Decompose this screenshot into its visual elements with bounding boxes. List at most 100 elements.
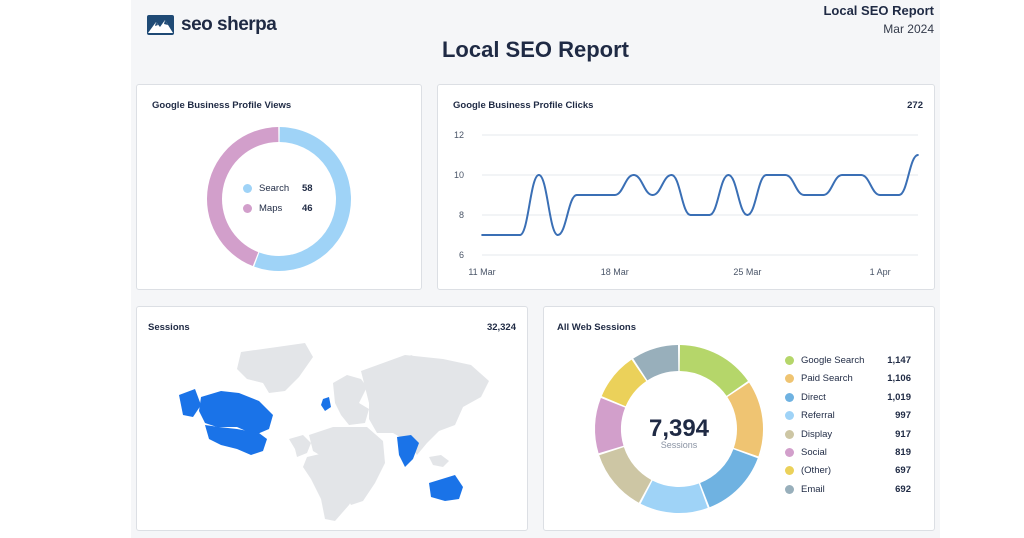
legend-dot xyxy=(243,184,252,193)
legend-dot xyxy=(785,356,794,365)
donut-slice-display xyxy=(599,447,652,503)
map-highlight xyxy=(179,389,463,501)
legend-label: Google Search xyxy=(801,355,865,366)
legend-item: Direct 1,019 xyxy=(785,392,911,403)
card-gbp-clicks: Google Business Profile Clicks 272 6 8 10 1… xyxy=(437,84,935,290)
map-land xyxy=(237,343,489,521)
data-point xyxy=(784,174,787,176)
y-tick-label: 8 xyxy=(459,210,464,220)
legend-dot xyxy=(785,429,794,439)
legend-value: 1,106 xyxy=(887,373,911,385)
data-point xyxy=(841,174,844,176)
card-title: Google Business Profile Views xyxy=(152,100,292,111)
sessions-world-map xyxy=(179,343,489,521)
legend-item-search: Search 58 xyxy=(243,183,313,194)
y-tick-label: 6 xyxy=(459,250,464,260)
y-tick-label: 10 xyxy=(454,170,464,180)
legend-label: Referral xyxy=(801,410,835,422)
brand-name: seo sherpa xyxy=(181,14,277,35)
legend-item: Display 917 xyxy=(785,429,911,440)
x-tick-label: 25 Mar xyxy=(733,267,761,277)
page-title: Local SEO Report xyxy=(441,37,630,62)
donut-slice-maps xyxy=(207,127,279,267)
legend-dot xyxy=(785,392,794,402)
map-region-alaska[interactable] xyxy=(179,389,201,417)
data-point xyxy=(519,234,521,236)
donut-slice-email xyxy=(633,345,679,381)
report-date: Mar 2024 xyxy=(883,22,934,36)
data-point xyxy=(765,174,768,176)
legend-item-maps: Maps 46 xyxy=(243,203,313,214)
data-point xyxy=(594,194,597,196)
data-point xyxy=(746,214,749,216)
legend-label: Email xyxy=(801,483,825,495)
y-tick-label: 12 xyxy=(454,130,464,140)
card-total: 32,324 xyxy=(486,322,516,333)
legend-label: Maps xyxy=(259,203,283,214)
data-point xyxy=(670,174,673,176)
data-point xyxy=(822,194,825,196)
donut-slice-referral xyxy=(640,480,708,513)
legend-label: Direct xyxy=(801,391,826,403)
legend-item: Paid Search 1,106 xyxy=(785,373,911,384)
map-region-indonesia xyxy=(429,455,449,467)
x-tick-label: 18 Mar xyxy=(601,267,629,277)
data-point xyxy=(917,154,919,156)
card-title: All Web Sessions xyxy=(557,322,637,333)
legend-label: Search xyxy=(259,183,290,194)
clicks-line-chart: 6 8 10 12 11 Mar 18 Mar 25 Mar 1 Apr xyxy=(454,130,919,277)
legend-value: 997 xyxy=(895,410,911,422)
donut-slice-other xyxy=(601,359,647,407)
legend-item: Social 819 xyxy=(785,447,911,458)
card-total: 272 xyxy=(907,100,923,111)
map-region-scandinavia xyxy=(405,355,419,375)
brand-logo[interactable]: seo sherpa xyxy=(147,14,277,36)
map-region-africa xyxy=(309,427,385,505)
data-point xyxy=(632,174,635,176)
card-title: Sessions xyxy=(148,322,190,333)
center-value: 7,394 xyxy=(649,415,710,442)
data-point xyxy=(708,214,711,216)
legend-value: 58 xyxy=(302,183,313,194)
views-donut-chart xyxy=(207,127,351,271)
data-point xyxy=(803,194,806,196)
legend-value: 692 xyxy=(895,483,911,495)
map-region-australia[interactable] xyxy=(429,475,463,501)
legend-label: Social xyxy=(801,447,827,458)
x-tick-label: 11 Mar xyxy=(468,267,495,277)
legend-label: Paid Search xyxy=(801,373,853,385)
map-region-uk[interactable] xyxy=(321,397,331,411)
data-point xyxy=(727,174,730,176)
legend-dot xyxy=(785,374,794,384)
legend-value: 1,019 xyxy=(887,391,911,403)
legend-item: Email 692 xyxy=(785,484,911,495)
center-label: Sessions xyxy=(661,440,698,450)
legend-value: 697 xyxy=(895,465,911,477)
legend-item: (Other) 697 xyxy=(785,465,911,476)
card-title: Google Business Profile Clicks xyxy=(453,100,594,111)
data-point xyxy=(481,234,483,236)
data-point xyxy=(879,194,881,196)
legend-dot xyxy=(785,466,794,476)
series-line xyxy=(481,154,919,237)
donut-slice-search xyxy=(254,127,351,271)
report-name: Local SEO Report xyxy=(823,3,934,18)
legend-dot xyxy=(785,448,794,457)
map-region-europe xyxy=(333,375,369,425)
card-web-sessions: All Web Sessions 7,394 Sessions Google Se… xyxy=(543,306,935,531)
legend-item: Referral 997 xyxy=(785,410,911,421)
map-region-canada[interactable] xyxy=(199,391,273,435)
data-point xyxy=(500,234,502,236)
legend-value: 819 xyxy=(895,447,911,458)
map-region-usa[interactable] xyxy=(205,425,267,455)
legend-dot xyxy=(785,411,794,421)
map-region-india[interactable] xyxy=(397,435,419,467)
legend-value: 917 xyxy=(895,428,911,440)
data-point xyxy=(689,214,692,216)
map-region-asia xyxy=(361,355,489,455)
legend-dot xyxy=(785,484,794,494)
data-point xyxy=(556,234,559,236)
legend-value: 46 xyxy=(302,203,313,214)
donut-slice-paid-search xyxy=(727,382,763,457)
